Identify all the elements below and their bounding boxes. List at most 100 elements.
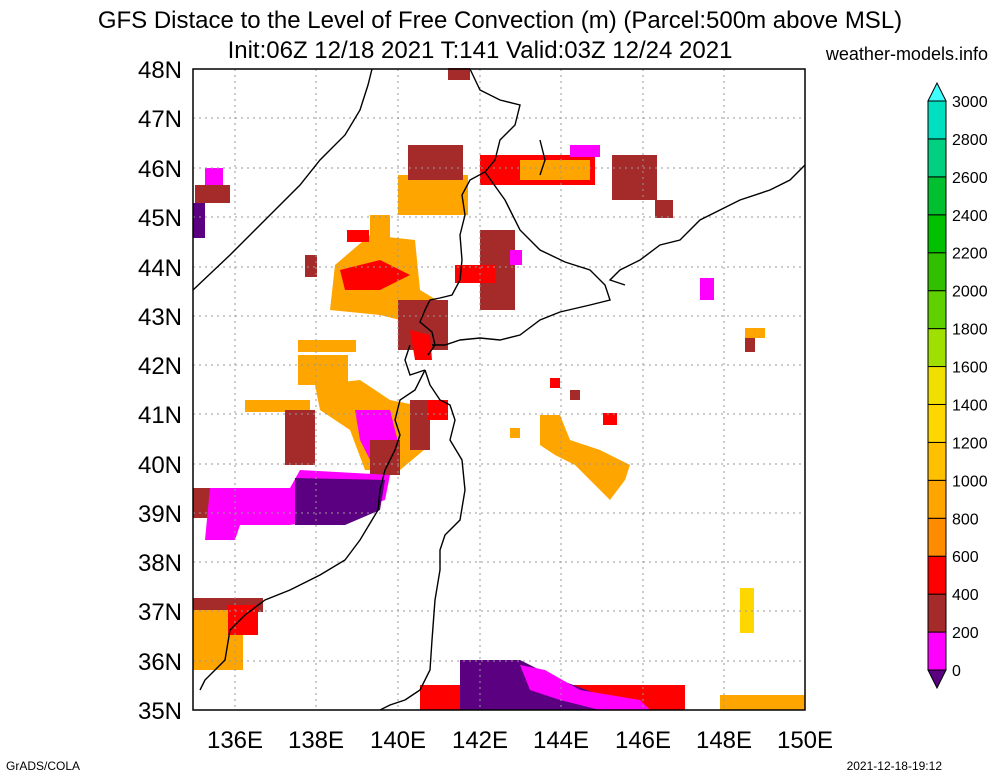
map-title-line1: GFS Distace to the Level of Free Convect… bbox=[97, 7, 903, 34]
colorbar-label: 2400 bbox=[952, 208, 988, 225]
colorbar-label: 200 bbox=[952, 625, 979, 642]
field-cell bbox=[228, 605, 258, 635]
map-grid bbox=[193, 69, 805, 710]
lat-label: 45N bbox=[138, 205, 182, 232]
colorbar-segment bbox=[927, 593, 947, 633]
colorbar-label: 800 bbox=[952, 511, 979, 528]
colorbar-label: 1200 bbox=[952, 435, 988, 452]
colorbar-label: 3000 bbox=[952, 94, 988, 111]
lon-label: 150E bbox=[777, 727, 833, 754]
coastline bbox=[192, 68, 806, 711]
lat-label: 42N bbox=[138, 353, 182, 380]
colorbar-segment bbox=[927, 441, 947, 481]
field-cell bbox=[570, 145, 600, 157]
field-cell bbox=[540, 415, 630, 500]
field-cell bbox=[550, 378, 560, 388]
field-cell bbox=[205, 168, 223, 190]
field-cell bbox=[305, 255, 317, 277]
lat-label: 48N bbox=[138, 57, 182, 84]
field-cell bbox=[410, 330, 432, 360]
colorbar-segment bbox=[927, 328, 947, 368]
colorbar-segment bbox=[927, 366, 947, 405]
colorbar: 0 200 400 600 800 1000 1200 1400 1600 1800 2000 220… bbox=[927, 81, 988, 690]
lat-label: 36N bbox=[138, 649, 182, 676]
footer-software: GrADS/COLA bbox=[6, 759, 81, 773]
lon-label: 138E bbox=[288, 727, 344, 754]
colorbar-label: 0 bbox=[952, 663, 961, 680]
field-cell bbox=[603, 413, 617, 425]
colorbar-segment bbox=[927, 138, 947, 178]
field-cell bbox=[398, 175, 468, 215]
field-cell bbox=[655, 200, 673, 218]
lon-label: 148E bbox=[696, 727, 752, 754]
field-cell bbox=[612, 155, 657, 200]
field-cell bbox=[428, 400, 448, 420]
colorbar-label: 2600 bbox=[952, 170, 988, 187]
longitude-labels: 136E 138E 140E 142E 144E 146E 148E 150E bbox=[207, 727, 833, 754]
colorbar-label: 1600 bbox=[952, 360, 988, 377]
field-cell bbox=[720, 695, 805, 710]
colorbar-segment bbox=[927, 403, 947, 443]
field-cell bbox=[347, 230, 369, 242]
field-cell bbox=[298, 340, 356, 352]
colorbar-label: 2200 bbox=[952, 246, 988, 263]
field-cell bbox=[295, 478, 385, 525]
field-cell bbox=[510, 250, 522, 265]
colorbar-label: 2800 bbox=[952, 132, 988, 149]
field-cell bbox=[408, 145, 463, 180]
field-cell bbox=[520, 665, 650, 710]
lat-label: 37N bbox=[138, 599, 182, 626]
lon-label: 146E bbox=[615, 727, 671, 754]
field-cell bbox=[448, 68, 470, 80]
colorbar-segment bbox=[927, 176, 947, 216]
colorbar-label: 400 bbox=[952, 587, 979, 604]
colorbar-segment bbox=[927, 517, 947, 557]
footer-timestamp: 2021-12-18-19:12 bbox=[846, 759, 942, 773]
lat-label: 40N bbox=[138, 452, 182, 479]
lat-label: 43N bbox=[138, 304, 182, 331]
lat-label: 44N bbox=[138, 255, 182, 282]
colorbar-segment bbox=[927, 100, 947, 140]
field-cell bbox=[510, 428, 520, 438]
colorbar-min-triangle bbox=[927, 669, 947, 690]
field-cell bbox=[455, 265, 495, 283]
lat-label: 41N bbox=[138, 402, 182, 429]
lon-label: 140E bbox=[370, 727, 426, 754]
field-cell bbox=[193, 203, 205, 238]
field-cell bbox=[298, 355, 348, 385]
latitude-labels: 48N 47N 46N 45N 44N 43N 42N 41N 40N 39N … bbox=[138, 57, 182, 725]
source-site-label: weather-models.info bbox=[825, 44, 988, 64]
lfc-field bbox=[193, 68, 805, 710]
field-cell bbox=[745, 338, 755, 352]
field-cell bbox=[195, 185, 230, 203]
field-cell bbox=[370, 215, 390, 240]
colorbar-segment bbox=[927, 290, 947, 330]
map-title-line2: Init:06Z 12/18 2021 T:141 Valid:03Z 12/2… bbox=[227, 37, 733, 64]
lat-label: 39N bbox=[138, 501, 182, 528]
field-cell bbox=[245, 400, 310, 412]
field-cell bbox=[285, 410, 315, 465]
field-cell bbox=[745, 328, 765, 338]
colorbar-label: 1000 bbox=[952, 473, 988, 490]
lat-label: 46N bbox=[138, 156, 182, 183]
lat-label: 47N bbox=[138, 106, 182, 133]
lon-label: 144E bbox=[533, 727, 589, 754]
lon-label: 136E bbox=[207, 727, 263, 754]
plot-frame bbox=[192, 68, 806, 711]
field-cell bbox=[520, 160, 590, 180]
colorbar-segment bbox=[927, 252, 947, 292]
lat-label: 35N bbox=[138, 698, 182, 725]
colorbar-segment bbox=[927, 631, 947, 671]
colorbar-label: 1400 bbox=[952, 397, 988, 414]
colorbar-label: 1800 bbox=[952, 322, 988, 339]
lon-label: 142E bbox=[452, 727, 508, 754]
colorbar-label: 2000 bbox=[952, 284, 988, 301]
colorbar-segment bbox=[927, 555, 947, 595]
lat-label: 38N bbox=[138, 550, 182, 577]
colorbar-label: 600 bbox=[952, 549, 979, 566]
colorbar-segment bbox=[927, 214, 947, 254]
field-cell bbox=[410, 400, 430, 450]
colorbar-max-triangle bbox=[927, 81, 947, 102]
field-cell bbox=[570, 390, 580, 400]
